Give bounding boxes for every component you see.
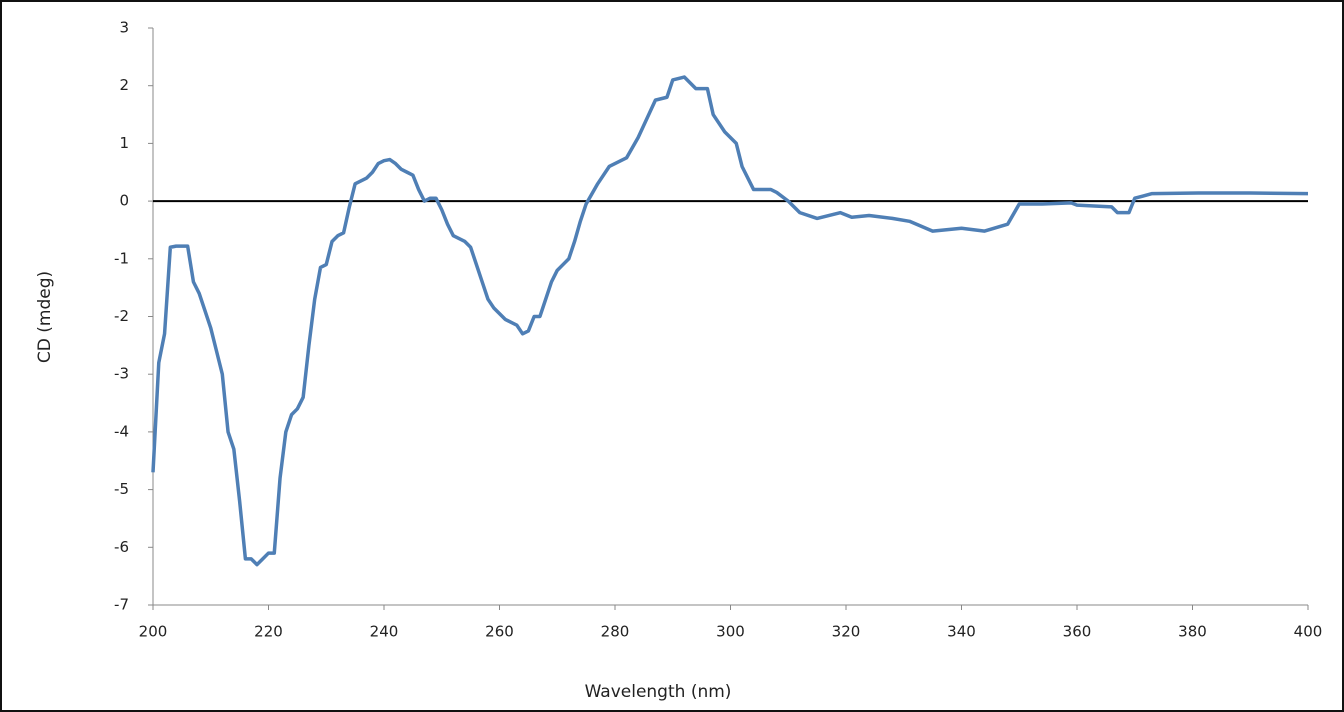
y-tick-label: 0 (119, 192, 129, 210)
x-tick-label: 360 (1063, 623, 1092, 641)
y-axis-label: CD (mdeg) (35, 271, 55, 363)
x-tick-label: 280 (601, 623, 630, 641)
x-tick-label: 380 (1178, 623, 1207, 641)
x-tick-label: 340 (947, 623, 976, 641)
y-tick-label: -3 (114, 365, 129, 383)
y-tick-label: -6 (114, 538, 129, 556)
y-tick-label: -4 (114, 422, 129, 440)
x-tick-label: 400 (1294, 623, 1323, 641)
y-tick-label: 2 (119, 76, 129, 94)
x-tick-label: 240 (370, 623, 399, 641)
x-axis-label: Wavelength (nm) (585, 682, 732, 702)
y-tick-label: -2 (114, 307, 129, 325)
x-tick-label: 300 (716, 623, 745, 641)
y-tick-label: 1 (119, 134, 129, 152)
y-tick-label: 3 (119, 19, 129, 37)
data-line (151, 75, 1309, 567)
x-tick-label: 260 (485, 623, 514, 641)
x-tick-label: 220 (254, 623, 283, 641)
y-tick-label: -5 (114, 480, 129, 498)
y-tick-label: -1 (114, 249, 129, 267)
x-tick-label: 200 (139, 623, 168, 641)
y-tick-label: -7 (114, 596, 129, 614)
x-tick-label: 320 (832, 623, 861, 641)
